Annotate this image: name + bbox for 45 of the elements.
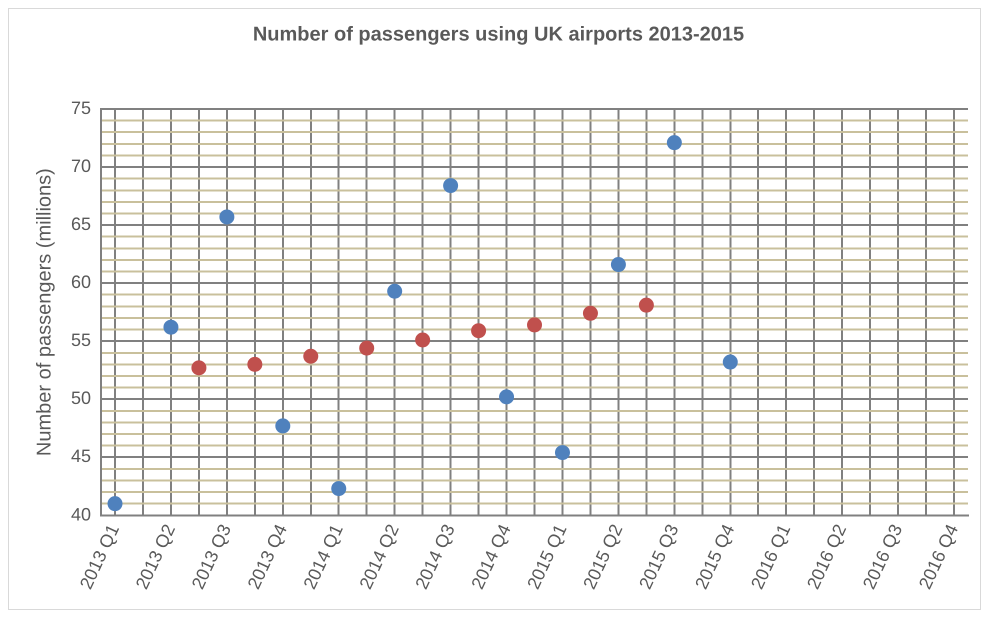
x-tick-label: 2016 Q4	[914, 521, 962, 592]
point	[638, 298, 654, 313]
y-tick-label: 75	[70, 98, 92, 118]
x-tick-label: 2015 Q4	[691, 521, 738, 592]
x-tick-label: 2014 Q2	[355, 521, 403, 592]
point	[359, 340, 374, 356]
point	[415, 332, 430, 348]
point	[163, 320, 178, 335]
y-tick-label: 50	[70, 388, 92, 408]
point	[303, 348, 318, 364]
x-tick-label: 2013 Q2	[132, 521, 180, 592]
x-tick-label: 2013 Q3	[188, 521, 235, 592]
point	[666, 135, 682, 150]
point	[331, 481, 346, 496]
point	[108, 496, 123, 512]
point	[610, 257, 626, 272]
y-tick-label: 55	[70, 330, 92, 350]
x-tick-label: 2016 Q2	[802, 521, 850, 592]
point	[191, 360, 206, 376]
point	[499, 389, 514, 404]
x-tick-label: 2014 Q1	[300, 521, 347, 592]
y-tick-label: 70	[70, 156, 92, 176]
point	[219, 209, 234, 224]
point	[275, 418, 290, 434]
y-tick-label: 45	[70, 446, 92, 466]
point	[582, 306, 598, 321]
x-tick-label: 2015 Q2	[579, 521, 627, 592]
x-tick-label: 2016 Q3	[858, 521, 906, 592]
x-tick-label: 2016 Q1	[747, 521, 794, 592]
x-tick-label: 2014 Q4	[467, 521, 515, 592]
point	[247, 356, 262, 372]
x-tick-label: 2013 Q4	[244, 521, 291, 592]
x-tick-label: 2015 Q3	[635, 521, 682, 592]
point	[554, 445, 570, 460]
point	[527, 317, 542, 332]
y-axis-title: Number of passengers (millions)	[34, 168, 56, 456]
y-tick-label: 65	[70, 214, 92, 234]
point	[443, 178, 458, 194]
chart-title: Number of passengers using UK airports 2013-2015	[252, 24, 744, 46]
x-tick-label: 2015 Q1	[523, 521, 571, 592]
point	[471, 323, 486, 338]
y-tick-label: 60	[70, 272, 92, 292]
point	[387, 284, 402, 299]
x-tick-label: 2014 Q3	[411, 521, 459, 592]
point	[722, 354, 738, 370]
